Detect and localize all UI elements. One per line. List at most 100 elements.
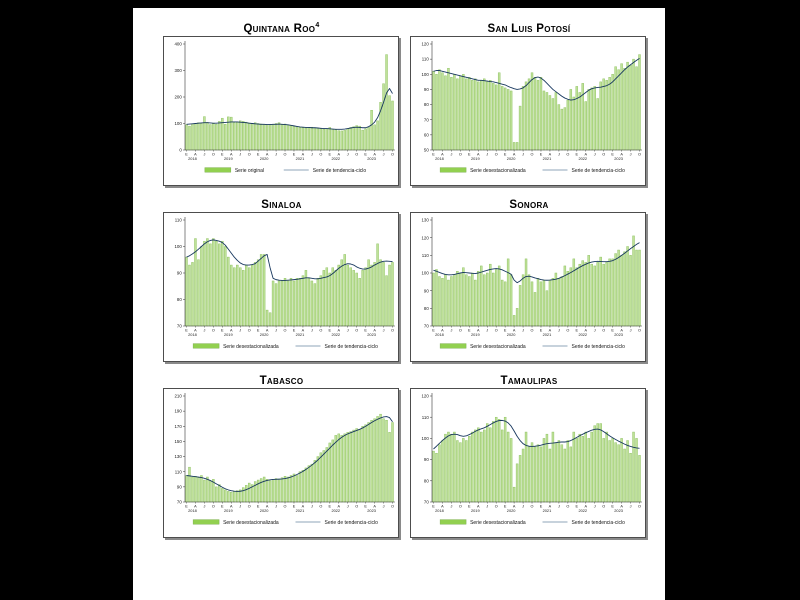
x-month-label: A	[620, 328, 623, 332]
x-month-label: O	[391, 328, 394, 332]
x-month-label: O	[531, 328, 534, 332]
bar-series	[185, 413, 394, 503]
x-month-label: A	[441, 504, 444, 508]
y-tick-label: 100	[421, 436, 429, 441]
x-month-label: A	[513, 152, 516, 156]
x-month-label: E	[504, 328, 507, 332]
chart-block: Sinaloa 70 80 90 100 110 E A J O E A J O E A J O E A J O E A J O…	[163, 194, 400, 362]
x-month-label: J	[203, 504, 205, 508]
legend-bar-swatch	[439, 519, 467, 525]
legend-line-label: Serie de tendencia-ciclo	[325, 520, 379, 526]
x-month-label: E	[540, 328, 543, 332]
x-month-label: J	[558, 328, 560, 332]
x-month-label: E	[468, 504, 471, 508]
chart-canvas: 70 80 90 100 110 120 E A J O E A J O E A J O E A J O E A J O E A J O 2…	[421, 393, 642, 526]
x-month-label: E	[576, 328, 579, 332]
x-month-label: A	[584, 328, 587, 332]
x-month-label: E	[611, 152, 614, 156]
white-report-panel: Quintana Roo4 0 100 200 300 400 E A J O E A J O E A J O E…	[133, 8, 665, 600]
chart-block: Tabasco 70 90 110 130 150 170 190 210 E A J O E A J O E A…	[163, 370, 400, 538]
x-year-label: 2020	[507, 332, 516, 337]
chart-block: Quintana Roo4 0 100 200 300 400 E A J O E A J O E A J O E…	[163, 18, 400, 186]
x-month-label: E	[364, 152, 367, 156]
trend-line	[186, 88, 393, 130]
x-month-label: A	[441, 328, 444, 332]
x-month-label: O	[531, 152, 534, 156]
x-year-label: 2021	[543, 156, 552, 161]
x-year-label: 2020	[260, 508, 269, 513]
x-month-label: E	[364, 328, 367, 332]
x-month-label: E	[257, 504, 260, 508]
x-year-label: 2019	[471, 332, 480, 337]
x-month-label: O	[459, 152, 462, 156]
x-month-label: A	[513, 328, 516, 332]
x-month-label: A	[194, 152, 197, 156]
x-month-label: O	[284, 328, 287, 332]
y-tick-label: 200	[174, 95, 182, 100]
x-month-label: O	[355, 504, 358, 508]
chart-title: San Luis Potosí	[410, 18, 648, 36]
y-tick-label: 110	[422, 415, 430, 420]
x-month-label: A	[337, 504, 340, 508]
x-month-label: O	[391, 152, 394, 156]
x-year-label: 2023	[614, 508, 623, 513]
y-tick-label: 110	[175, 469, 183, 474]
x-month-label: O	[319, 328, 322, 332]
x-month-label: E	[329, 152, 332, 156]
legend-bar-swatch	[192, 343, 220, 349]
x-year-label: 2023	[367, 332, 376, 337]
y-tick-label: 130	[421, 218, 429, 223]
y-tick-label: 120	[421, 394, 429, 399]
y-tick-label: 70	[424, 500, 429, 505]
x-month-label: E	[540, 504, 543, 508]
y-tick-label: 100	[421, 72, 429, 77]
x-month-label: O	[495, 504, 498, 508]
chart-box: 0 100 200 300 400 E A J O E A J O E A J O E A J O E A J O E A J O 201…	[163, 36, 399, 186]
x-month-label: J	[594, 152, 596, 156]
x-month-label: E	[293, 328, 296, 332]
y-tick-label: 130	[174, 454, 182, 459]
y-tick-label: 400	[174, 42, 182, 47]
x-month-label: O	[638, 328, 641, 332]
chart-block: San Luis Potosí 50 60 70 80 90 100 110 120 E A J O E…	[410, 18, 648, 186]
x-month-label: O	[212, 152, 215, 156]
x-month-label: A	[337, 328, 340, 332]
x-month-label: J	[450, 328, 452, 332]
x-month-label: A	[373, 152, 376, 156]
x-month-label: E	[432, 152, 435, 156]
x-month-label: E	[293, 152, 296, 156]
x-year-label: 2018	[188, 332, 197, 337]
legend-bar-label: Serie original	[235, 168, 264, 174]
x-month-label: A	[620, 152, 623, 156]
x-year-label: 2021	[543, 332, 552, 337]
y-tick-label: 70	[424, 324, 429, 329]
x-month-label: A	[266, 504, 269, 508]
x-month-label: J	[275, 328, 277, 332]
x-month-label: J	[383, 152, 385, 156]
y-tick-label: 210	[174, 394, 182, 399]
x-month-label: J	[347, 328, 349, 332]
legend-bar-swatch	[192, 519, 220, 525]
x-month-label: E	[221, 504, 224, 508]
x-year-label: 2021	[543, 508, 552, 513]
y-tick-label: 80	[424, 478, 429, 483]
x-month-label: J	[383, 328, 385, 332]
chart-box: 70 80 90 100 110 120 E A J O E A J O E A J O E A J O E A J O E A J O 2…	[410, 388, 646, 538]
legend-bar-swatch	[204, 167, 232, 173]
x-month-label: E	[504, 152, 507, 156]
x-year-label: 2021	[296, 156, 305, 161]
chart-title-text: Tabasco	[259, 374, 304, 387]
x-year-label: 2022	[331, 156, 340, 161]
x-month-label: J	[239, 504, 241, 508]
legend-bar-label: Serie desestacionalizada	[470, 344, 526, 350]
x-month-label: J	[522, 504, 524, 508]
chart-canvas: 70 80 90 100 110 120 130 E A J O E A J O E A J O E A J O E A J O E A…	[421, 217, 642, 350]
bar-series	[185, 54, 394, 151]
x-month-label: A	[194, 504, 197, 508]
charts-grid: Quintana Roo4 0 100 200 300 400 E A J O E A J O E A J O E…	[163, 18, 648, 538]
chart-block: Tamaulipas 70 80 90 100 110 120 E A J O E A J O E A J O E A…	[410, 370, 648, 538]
x-month-label: O	[638, 504, 641, 508]
y-tick-label: 100	[174, 121, 182, 126]
x-month-label: O	[602, 504, 605, 508]
x-month-label: J	[594, 328, 596, 332]
